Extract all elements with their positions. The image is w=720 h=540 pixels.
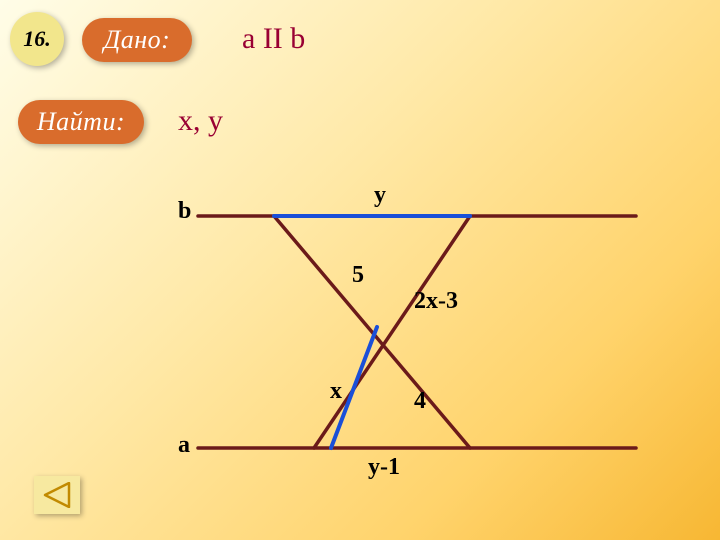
nav-back-button[interactable] bbox=[34, 476, 80, 514]
segment-2x-3 bbox=[274, 216, 470, 448]
triangle-left-icon bbox=[43, 482, 71, 508]
segment-5 bbox=[314, 216, 470, 448]
label-5: 5 bbox=[352, 262, 364, 289]
label-y-1: y-1 bbox=[368, 454, 400, 481]
label-y: y bbox=[374, 182, 386, 209]
label-2x-3: 2x-3 bbox=[414, 288, 458, 315]
label-b: b bbox=[178, 198, 191, 225]
label-a: a bbox=[178, 432, 190, 459]
label-4: 4 bbox=[414, 388, 426, 415]
label-x: x bbox=[330, 378, 342, 405]
